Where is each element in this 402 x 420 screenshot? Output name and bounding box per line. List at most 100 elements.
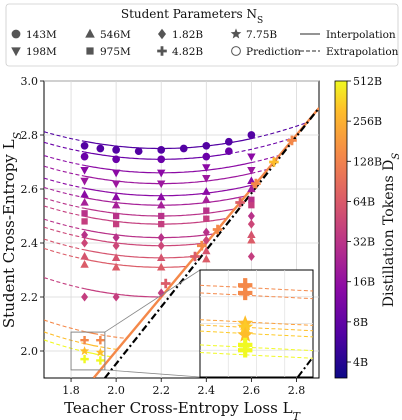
inset-curve — [199, 344, 314, 352]
y-tick-label: 3.0 — [21, 75, 39, 88]
colorbar-tick-label: 64B — [353, 195, 375, 208]
y-tick-label: 2.4 — [21, 237, 39, 250]
data-point — [247, 153, 256, 162]
colorbar-gradient — [334, 80, 348, 379]
data-point — [202, 152, 211, 161]
data-point — [112, 220, 120, 228]
data-point — [111, 169, 121, 178]
extrapolation-curve — [44, 331, 85, 345]
legend-marker-square — [86, 47, 94, 55]
data-point — [96, 144, 105, 153]
diagonal-point — [212, 224, 223, 235]
data-point — [202, 246, 211, 255]
data-point — [157, 180, 166, 189]
inset-connector — [104, 369, 201, 378]
extrapolation-curve — [44, 238, 85, 251]
data-point — [157, 146, 166, 154]
colorbar-tick-label: 16B — [353, 276, 375, 289]
inset-point — [237, 326, 254, 342]
data-point — [157, 262, 166, 271]
data-point — [80, 166, 89, 175]
inset-zoom — [70, 269, 314, 378]
extrapolation-curve — [44, 141, 85, 153]
interpolation-curve — [84, 188, 252, 217]
inset-point — [238, 343, 253, 358]
diagonal-point — [235, 197, 245, 208]
data-point — [202, 195, 211, 203]
inset-region — [70, 331, 106, 371]
data-point — [111, 180, 121, 189]
diagonal-point — [287, 135, 297, 146]
data-point — [81, 218, 88, 225]
x-tick-label: 2.6 — [243, 384, 261, 397]
y-tick-label: 2.2 — [21, 291, 39, 304]
data-point — [247, 230, 256, 239]
legend-marker-circle — [11, 29, 21, 39]
interpolation-curve — [84, 184, 252, 197]
y-tick-labels: 2.0 2.2 2.4 2.6 2.8 3.0 — [21, 75, 44, 358]
data-point — [224, 137, 233, 146]
data-point — [96, 356, 105, 365]
extrapolation-curve — [44, 277, 85, 290]
x-tick-label: 1.8 — [62, 384, 80, 397]
extrapolation-curve — [44, 177, 85, 189]
data-point — [158, 220, 165, 228]
inset-curve — [199, 319, 314, 326]
y-axis-label: Student Cross-Entropy LS — [0, 131, 24, 328]
data-point — [202, 254, 211, 263]
data-point — [80, 141, 89, 150]
legend-label: 7.75B — [246, 29, 277, 41]
data-point — [247, 131, 256, 139]
data-point — [157, 192, 166, 201]
extrapolation-curve — [44, 339, 85, 353]
inset-curve — [199, 284, 314, 292]
legend-title: Student Parameters NS — [121, 7, 263, 26]
data-point — [112, 292, 120, 302]
colorbar-tick-label: 4B — [353, 356, 368, 369]
data-point — [134, 147, 143, 156]
interpolation-curve — [84, 351, 99, 356]
data-point — [247, 251, 255, 262]
colorbar-ticks: 4B 8B 16B 32B 64B 128B 256B 512B — [347, 75, 382, 369]
inset-limit-line — [297, 356, 314, 378]
data-point — [247, 184, 256, 193]
data-point — [112, 241, 120, 251]
legend-label: 546M — [100, 29, 131, 41]
data-point — [81, 210, 88, 217]
interpolation-curve — [84, 188, 252, 206]
legend-marker-open-circle — [231, 46, 241, 56]
data-point — [80, 354, 89, 364]
data-point — [157, 169, 166, 178]
data-point — [248, 202, 255, 209]
extrapolation-curve — [44, 226, 85, 239]
colorbar-tick-label: 8B — [353, 316, 368, 329]
legend-label: 975M — [100, 46, 131, 58]
data-point — [80, 251, 89, 260]
data-point — [112, 233, 120, 243]
inset-curve — [199, 352, 314, 359]
legend-label: Interpolation — [326, 29, 396, 41]
colorbar-tick-label: 32B — [353, 236, 375, 249]
extrapolation-curve — [44, 247, 85, 260]
diagonal-point — [196, 240, 207, 251]
diagonal-point — [251, 178, 261, 189]
legend-label: Extrapolation — [326, 46, 399, 58]
interpolation-curve — [84, 138, 252, 150]
data-point — [111, 262, 121, 271]
interpolation-curve — [84, 343, 99, 347]
data-point — [80, 189, 89, 198]
data-point — [202, 141, 211, 150]
extrapolation-curve — [44, 197, 85, 209]
data-point — [202, 227, 210, 237]
data-point — [111, 200, 121, 209]
data-point — [112, 146, 120, 154]
data-point — [157, 253, 166, 261]
data-point — [81, 230, 89, 240]
data-point — [203, 207, 210, 214]
data-point — [203, 215, 210, 222]
extrapolation-curve — [44, 186, 85, 199]
x-tick-label: 2.0 — [107, 384, 125, 397]
colorbar-tick-label: 256B — [353, 115, 382, 128]
data-point — [157, 200, 166, 209]
